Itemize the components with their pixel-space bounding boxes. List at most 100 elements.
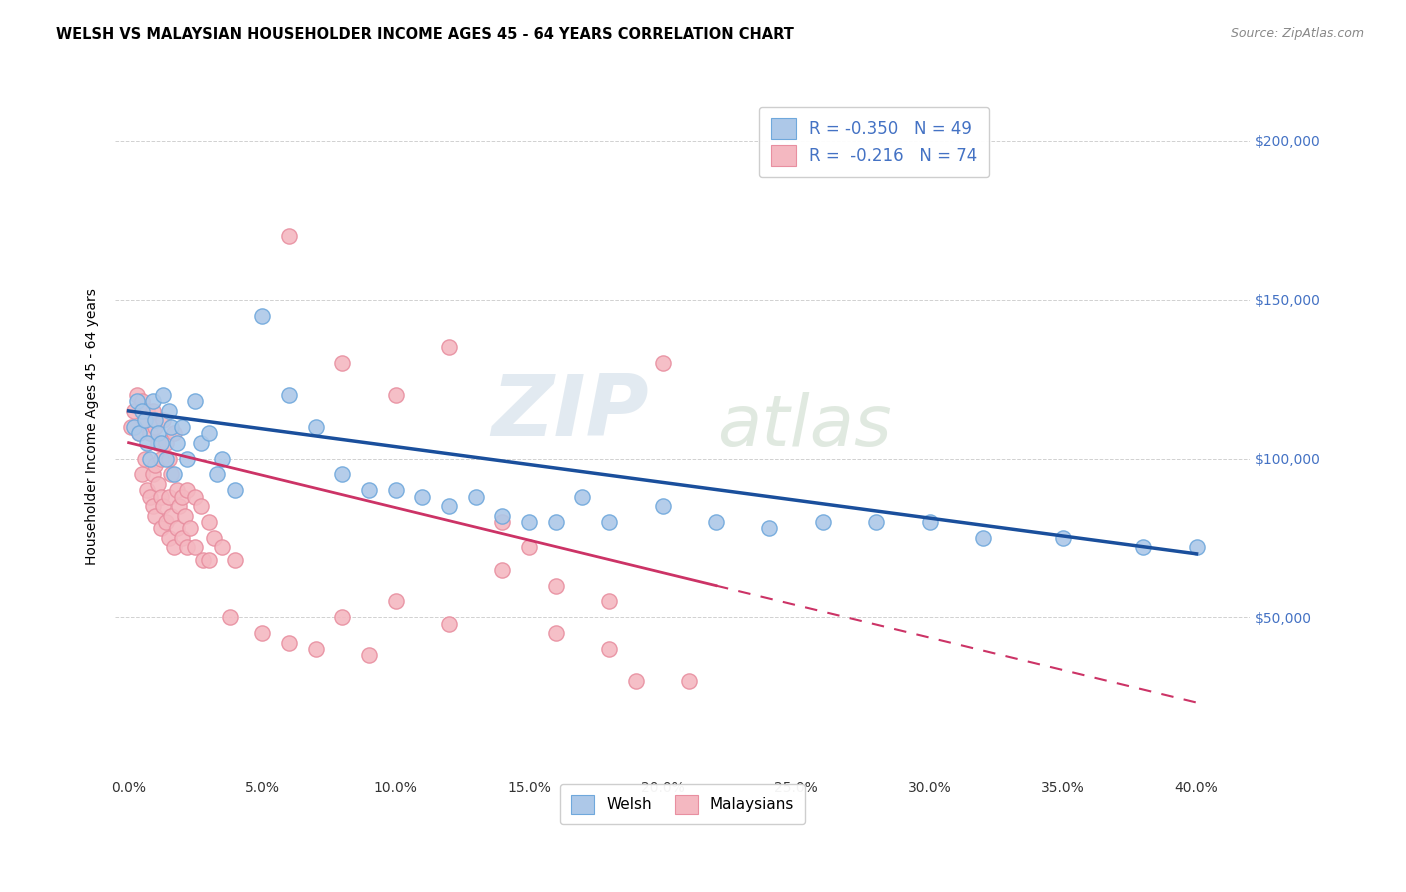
Point (122, 404, 145, 418)
Point (142, 394, 165, 409)
Point (157, 490, 180, 504)
Point (152, 499, 174, 513)
Point (517, 515, 540, 529)
Point (205, 467, 228, 482)
Point (142, 499, 165, 513)
Point (437, 499, 460, 513)
Point (678, 673, 700, 688)
Point (166, 435, 188, 450)
Text: ZIP: ZIP (491, 371, 648, 454)
Point (155, 515, 177, 529)
Point (190, 499, 212, 513)
Point (211, 541, 233, 555)
Point (544, 626, 567, 640)
Point (384, 483, 406, 498)
Point (134, 413, 156, 427)
Point (304, 419, 326, 434)
Point (330, 610, 353, 624)
Point (149, 451, 172, 466)
Point (146, 477, 169, 491)
Point (149, 490, 172, 504)
Point (184, 490, 207, 504)
Point (136, 483, 159, 498)
Point (184, 394, 207, 409)
Point (197, 515, 219, 529)
Point (437, 616, 460, 631)
Point (250, 309, 273, 323)
Point (120, 419, 142, 434)
Point (517, 541, 540, 555)
Point (136, 404, 159, 418)
Point (197, 553, 219, 567)
Point (411, 490, 433, 504)
Point (152, 413, 174, 427)
Point (704, 515, 727, 529)
Point (811, 515, 834, 529)
Point (491, 515, 513, 529)
Point (571, 490, 593, 504)
Point (598, 642, 620, 657)
Point (142, 404, 165, 418)
Point (651, 356, 673, 370)
Point (149, 521, 172, 535)
Point (170, 490, 193, 504)
Point (304, 642, 326, 657)
Point (598, 594, 620, 608)
Point (1132, 541, 1154, 555)
Point (491, 508, 513, 523)
Point (134, 451, 156, 466)
Point (146, 426, 169, 441)
Point (143, 458, 166, 472)
Y-axis label: Householder Income Ages 45 - 64 years: Householder Income Ages 45 - 64 years (86, 288, 100, 566)
Point (972, 531, 994, 545)
Point (277, 388, 299, 402)
Point (918, 515, 941, 529)
Point (464, 490, 486, 504)
Point (277, 636, 299, 650)
Point (125, 394, 148, 409)
Point (330, 467, 353, 482)
Point (163, 426, 186, 441)
Point (357, 648, 380, 663)
Point (143, 413, 166, 427)
Point (131, 404, 153, 418)
Point (155, 451, 177, 466)
Point (437, 340, 460, 354)
Point (277, 229, 299, 244)
Point (758, 521, 780, 535)
Point (544, 515, 567, 529)
Text: atlas: atlas (717, 392, 891, 461)
Point (160, 419, 183, 434)
Point (211, 451, 233, 466)
Point (384, 388, 406, 402)
Point (179, 521, 201, 535)
Point (219, 610, 242, 624)
Point (142, 467, 165, 482)
Point (139, 451, 162, 466)
Point (160, 467, 183, 482)
Point (544, 579, 567, 593)
Point (143, 419, 166, 434)
Point (125, 388, 148, 402)
Point (128, 426, 150, 441)
Point (190, 435, 212, 450)
Point (624, 673, 647, 688)
Point (598, 515, 620, 529)
Point (1052, 531, 1074, 545)
Point (224, 483, 246, 498)
Text: Source: ZipAtlas.com: Source: ZipAtlas.com (1230, 27, 1364, 40)
Point (170, 531, 193, 545)
Point (143, 508, 166, 523)
Point (384, 594, 406, 608)
Point (134, 413, 156, 427)
Text: WELSH VS MALAYSIAN HOUSEHOLDER INCOME AGES 45 - 64 YEARS CORRELATION CHART: WELSH VS MALAYSIAN HOUSEHOLDER INCOME AG… (56, 27, 794, 42)
Point (157, 404, 180, 418)
Point (128, 426, 150, 441)
Point (202, 531, 225, 545)
Point (155, 435, 177, 450)
Point (122, 419, 145, 434)
Point (193, 553, 215, 567)
Point (865, 515, 887, 529)
Point (152, 388, 174, 402)
Point (491, 563, 513, 577)
